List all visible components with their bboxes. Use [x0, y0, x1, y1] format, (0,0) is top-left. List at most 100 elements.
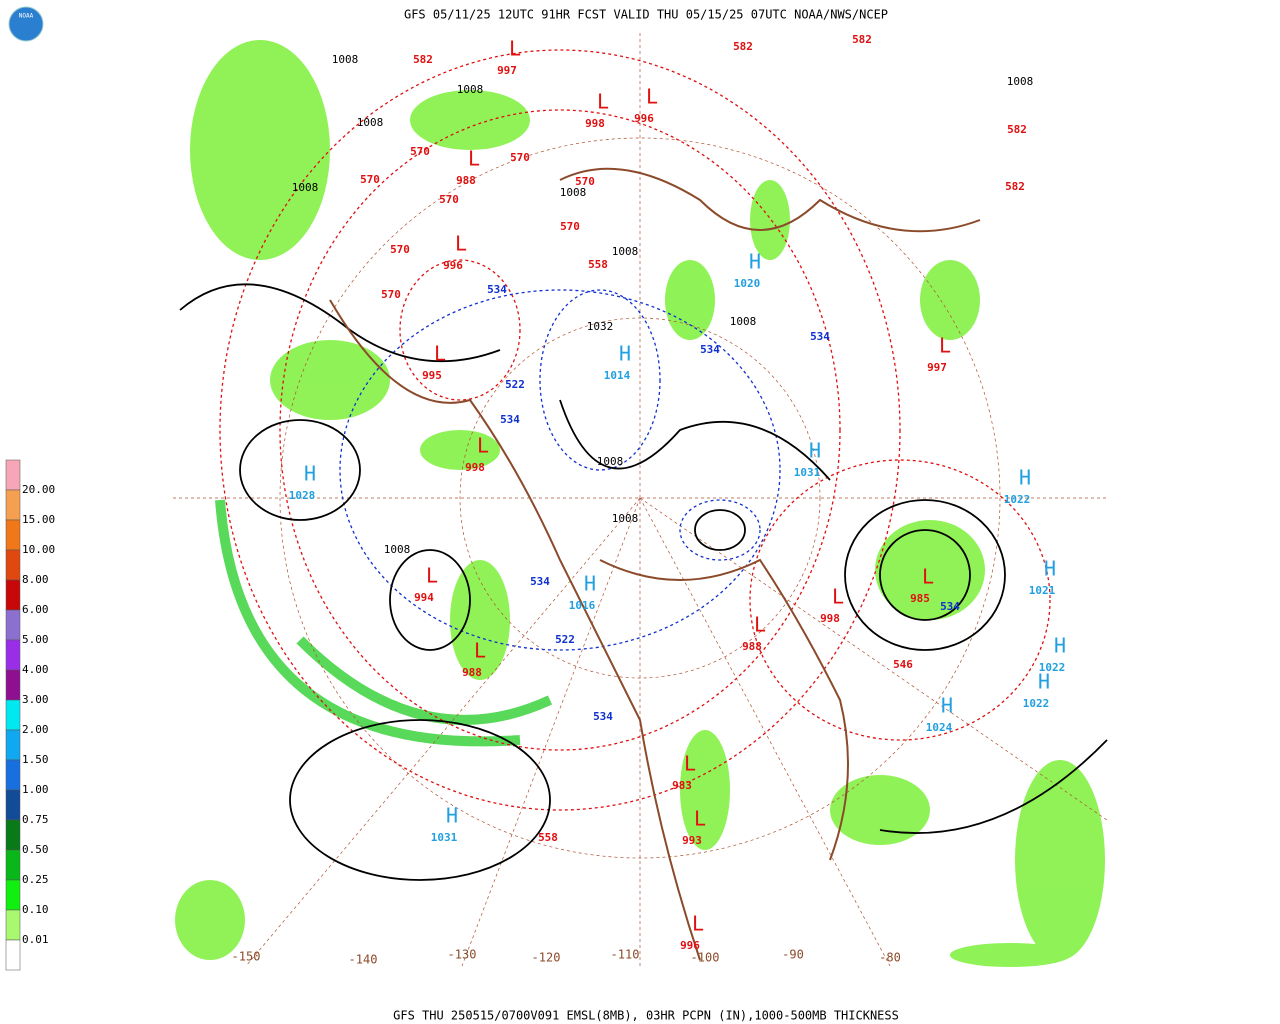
pressure-value: 997 — [927, 361, 947, 374]
pressure-symbol: L — [468, 147, 480, 171]
pressure-symbol: L — [474, 639, 486, 663]
isobar-label: 1008 — [560, 186, 587, 199]
pressure-symbol: L — [455, 232, 467, 256]
pressure-value: 1022 — [1004, 493, 1031, 506]
pressure-symbol: L — [694, 807, 706, 831]
thickness-label: 522 — [505, 378, 525, 391]
longitude-label: -100 — [691, 951, 720, 965]
legend: 20.00 15.00 10.00 8.00 6.00 5.00 4.00 3.00 2.00 1… — [5, 459, 55, 971]
pressure-value: 997 — [497, 64, 517, 77]
thickness-contours-cold — [339, 289, 781, 651]
legend-swatch — [5, 729, 21, 761]
pressure-symbol: H — [619, 342, 631, 366]
thickness-label: 570 — [575, 175, 595, 188]
pressure-value: 1020 — [734, 277, 761, 290]
isobars — [179, 283, 1108, 881]
pressure-value: 1021 — [1029, 584, 1056, 597]
pressure-symbol: L — [477, 434, 489, 458]
legend-swatch — [5, 609, 21, 641]
pressure-value: 994 — [414, 591, 434, 604]
longitude-label: -130 — [448, 948, 477, 962]
thickness-label: 570 — [439, 193, 459, 206]
pressure-symbol: H — [749, 250, 761, 274]
thickness-label: 534 — [940, 600, 960, 613]
legend-swatch — [5, 849, 21, 881]
thickness-label: 570 — [360, 173, 380, 186]
pressure-value: 996 — [634, 112, 654, 125]
logo — [8, 6, 44, 42]
legend-label: 0.50 — [22, 843, 49, 856]
thickness-label: 570 — [390, 243, 410, 256]
pressure-symbol: L — [692, 912, 704, 936]
legend-swatch — [5, 789, 21, 821]
pressure-value: 1016 — [569, 599, 596, 612]
pressure-value: 1031 — [794, 466, 821, 479]
pressure-symbol: H — [446, 804, 458, 828]
legend-swatch — [5, 489, 21, 521]
isobar-label: 1008 — [597, 455, 624, 468]
pressure-value: 998 — [465, 461, 485, 474]
pressure-value: 993 — [682, 834, 702, 847]
isobar-label: 1032 — [587, 320, 614, 333]
pressure-value: 998 — [585, 117, 605, 130]
thickness-label: 522 — [555, 633, 575, 646]
pressure-symbol: L — [922, 565, 934, 589]
legend-swatch — [5, 699, 21, 731]
thickness-label: 570 — [381, 288, 401, 301]
pressure-symbol: L — [509, 37, 521, 61]
legend-swatch — [5, 459, 21, 491]
legend-label: 6.00 — [22, 603, 49, 616]
pressure-value: 1022 — [1039, 661, 1066, 674]
thickness-label: 534 — [500, 413, 520, 426]
longitude-label: -150 — [232, 950, 261, 964]
legend-label: 1.50 — [22, 753, 49, 766]
pressure-symbol: L — [426, 564, 438, 588]
coastlines — [329, 167, 981, 961]
thickness-label: 534 — [700, 343, 720, 356]
pressure-value: 996 — [443, 259, 463, 272]
legend-swatch — [5, 909, 21, 941]
pressure-symbol: H — [304, 462, 316, 486]
legend-label: 0.10 — [22, 903, 49, 916]
legend-label: 1.00 — [22, 783, 49, 796]
legend-label: 0.25 — [22, 873, 49, 886]
isobar-label: 1008 — [612, 245, 639, 258]
thickness-label: 570 — [560, 220, 580, 233]
legend-swatch — [5, 669, 21, 701]
thickness-label: 582 — [1005, 180, 1025, 193]
longitude-label: -110 — [611, 948, 640, 962]
pressure-value: 1028 — [289, 489, 316, 502]
pressure-value: 1014 — [604, 369, 631, 382]
thickness-label: 546 — [893, 658, 913, 671]
legend-label: 0.75 — [22, 813, 49, 826]
isobar-label: 1008 — [457, 83, 484, 96]
thickness-label: 534 — [593, 710, 613, 723]
pressure-symbol: L — [684, 752, 696, 776]
pressure-symbol: H — [1054, 634, 1066, 658]
pressure-symbol: L — [939, 334, 951, 358]
pressure-symbol: L — [832, 585, 844, 609]
legend-label: 8.00 — [22, 573, 49, 586]
legend-label: 15.00 — [22, 513, 55, 526]
pressure-symbol: H — [1038, 670, 1050, 694]
thickness-label: 582 — [413, 53, 433, 66]
legend-label: 2.00 — [22, 723, 49, 736]
isobar-label: 1008 — [292, 181, 319, 194]
legend-swatch — [5, 819, 21, 851]
legend-label: 0.01 — [22, 933, 49, 946]
thickness-label: 570 — [410, 145, 430, 158]
pressure-value: 988 — [742, 640, 762, 653]
pressure-symbol: H — [1044, 557, 1056, 581]
graticule — [173, 33, 1108, 967]
pressure-symbol: H — [1019, 466, 1031, 490]
pressure-value: 1024 — [926, 721, 953, 734]
isobar-label: 1008 — [384, 543, 411, 556]
legend-swatch — [5, 639, 21, 671]
longitude-label: -140 — [349, 953, 378, 967]
legend-label: 10.00 — [22, 543, 55, 556]
thickness-label: 570 — [510, 151, 530, 164]
legend-swatch — [5, 759, 21, 791]
thickness-label: 558 — [538, 831, 558, 844]
longitude-label: -120 — [532, 951, 561, 965]
